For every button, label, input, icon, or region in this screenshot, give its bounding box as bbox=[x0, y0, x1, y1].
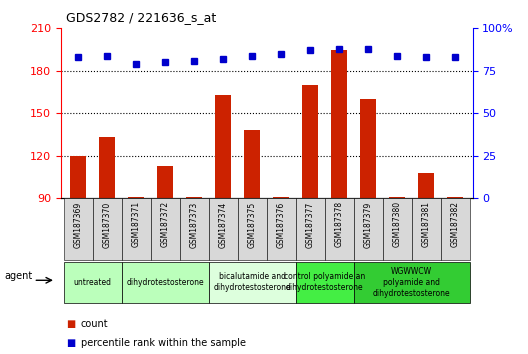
Bar bbox=[99, 137, 115, 198]
FancyBboxPatch shape bbox=[63, 198, 92, 260]
Bar bbox=[273, 197, 289, 198]
Text: GSM187381: GSM187381 bbox=[422, 201, 431, 247]
Text: GSM187373: GSM187373 bbox=[190, 201, 199, 247]
Bar bbox=[302, 85, 318, 198]
FancyBboxPatch shape bbox=[267, 198, 296, 260]
Text: GSM187380: GSM187380 bbox=[393, 201, 402, 247]
Text: GSM187369: GSM187369 bbox=[73, 201, 82, 247]
Text: untreated: untreated bbox=[73, 278, 111, 287]
Text: WGWWCW
polyamide and
dihydrotestosterone: WGWWCW polyamide and dihydrotestosterone bbox=[373, 267, 450, 298]
Bar bbox=[331, 50, 347, 198]
FancyBboxPatch shape bbox=[441, 198, 470, 260]
Text: GSM187376: GSM187376 bbox=[277, 201, 286, 247]
Text: GSM187375: GSM187375 bbox=[248, 201, 257, 247]
Text: control polyamide an
dihydrotestosterone: control polyamide an dihydrotestosterone bbox=[284, 272, 365, 292]
Bar bbox=[418, 173, 434, 198]
Text: count: count bbox=[81, 319, 108, 329]
FancyBboxPatch shape bbox=[412, 198, 441, 260]
Bar bbox=[360, 99, 376, 198]
Bar bbox=[157, 166, 173, 198]
Text: percentile rank within the sample: percentile rank within the sample bbox=[81, 338, 246, 348]
Text: dihydrotestosterone: dihydrotestosterone bbox=[126, 278, 204, 287]
Bar bbox=[128, 197, 144, 198]
Bar bbox=[70, 156, 86, 198]
FancyBboxPatch shape bbox=[383, 198, 412, 260]
FancyBboxPatch shape bbox=[150, 198, 180, 260]
Bar bbox=[389, 197, 405, 198]
FancyBboxPatch shape bbox=[209, 198, 238, 260]
Text: ■: ■ bbox=[66, 338, 76, 348]
FancyBboxPatch shape bbox=[296, 198, 325, 260]
FancyBboxPatch shape bbox=[354, 198, 383, 260]
FancyBboxPatch shape bbox=[325, 198, 354, 260]
Bar bbox=[186, 197, 202, 198]
FancyBboxPatch shape bbox=[121, 198, 150, 260]
Text: GSM187371: GSM187371 bbox=[131, 201, 140, 247]
FancyBboxPatch shape bbox=[92, 198, 121, 260]
Text: agent: agent bbox=[5, 271, 33, 281]
Bar bbox=[244, 130, 260, 198]
FancyBboxPatch shape bbox=[180, 198, 209, 260]
Text: GSM187370: GSM187370 bbox=[102, 201, 111, 247]
Text: GSM187379: GSM187379 bbox=[364, 201, 373, 247]
Text: GSM187372: GSM187372 bbox=[161, 201, 169, 247]
FancyBboxPatch shape bbox=[238, 198, 267, 260]
Text: GDS2782 / 221636_s_at: GDS2782 / 221636_s_at bbox=[66, 11, 216, 24]
FancyBboxPatch shape bbox=[209, 262, 296, 303]
Text: ■: ■ bbox=[66, 319, 76, 329]
FancyBboxPatch shape bbox=[296, 262, 354, 303]
FancyBboxPatch shape bbox=[121, 262, 209, 303]
Bar bbox=[447, 197, 463, 198]
Text: GSM187377: GSM187377 bbox=[306, 201, 315, 247]
FancyBboxPatch shape bbox=[63, 262, 121, 303]
Bar bbox=[215, 95, 231, 198]
FancyBboxPatch shape bbox=[354, 262, 470, 303]
Text: bicalutamide and
dihydrotestosterone: bicalutamide and dihydrotestosterone bbox=[213, 272, 291, 292]
Text: GSM187374: GSM187374 bbox=[219, 201, 228, 247]
Text: GSM187378: GSM187378 bbox=[335, 201, 344, 247]
Text: GSM187382: GSM187382 bbox=[451, 201, 460, 247]
